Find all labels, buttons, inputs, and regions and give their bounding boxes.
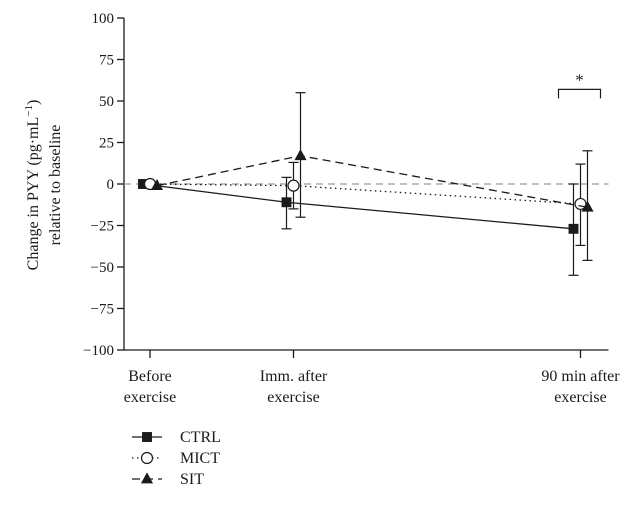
data-point-ctrl: [568, 223, 579, 234]
legend-item-sit: SIT: [132, 471, 204, 488]
data-point-sit: [581, 200, 594, 212]
significance-star: *: [575, 70, 584, 89]
series-ctrl: [138, 176, 579, 276]
data-point-sit: [150, 179, 164, 191]
y-tick-label: 75: [99, 53, 114, 69]
y-axis-title-line1: Change in PYY (pg·mL−1): [23, 100, 42, 271]
category-labels-group: Before exercise Imm. after exercise 90 min a…: [124, 368, 620, 406]
y-tick-label: 50: [99, 94, 114, 110]
legend-label: SIT: [180, 471, 204, 488]
legend-marker: [140, 451, 154, 465]
x-category-label: Imm. after: [260, 368, 328, 385]
y-tick-label: 100: [92, 11, 115, 27]
series-group: [138, 92, 594, 276]
series-line-mict: [149, 183, 581, 205]
y-tick-label: −75: [91, 302, 114, 318]
y-ticks-group: 100 75 50 25 0 −25 −50 −75 −100: [83, 11, 124, 359]
y-axis-title-superscript: −1: [23, 105, 35, 117]
series-line-sit: [156, 155, 588, 208]
y-axis-title-line2: relative to baseline: [47, 125, 64, 246]
legend-label: MICT: [180, 450, 220, 467]
data-point-mict: [287, 179, 300, 192]
annotation-group: *: [557, 70, 602, 99]
data-point-ctrl: [281, 197, 292, 208]
legend: CTRL MICT SIT: [132, 429, 221, 488]
y-tick-label: −25: [91, 219, 114, 235]
x-category-label: exercise: [124, 389, 176, 406]
x-category-label: exercise: [554, 389, 606, 406]
data-point-ctrl: [138, 179, 148, 189]
x-category-label: Before: [128, 368, 172, 385]
series-sit: [150, 92, 594, 261]
significance-bracket: [557, 88, 602, 99]
y-axis-title-main: Change in PYY (pg·mL: [25, 117, 42, 271]
legend-item-ctrl: CTRL: [132, 429, 221, 446]
y-tick-label: 0: [107, 177, 115, 193]
legend-label: CTRL: [180, 429, 221, 446]
series-line-ctrl: [142, 183, 574, 230]
x-category-label: 90 min after: [541, 368, 620, 385]
x-category-label: exercise: [267, 389, 319, 406]
axes-group: [123, 18, 609, 358]
data-point-sit: [294, 149, 307, 161]
y-tick-label: −50: [91, 260, 114, 276]
y-tick-label: 25: [99, 136, 114, 152]
series-mict: [143, 161, 587, 247]
legend-marker: [142, 432, 152, 442]
y-tick-label: −100: [83, 343, 114, 359]
y-axis-title-close: ): [25, 100, 42, 105]
legend-item-mict: MICT: [132, 450, 220, 467]
legend-marker: [140, 472, 154, 484]
